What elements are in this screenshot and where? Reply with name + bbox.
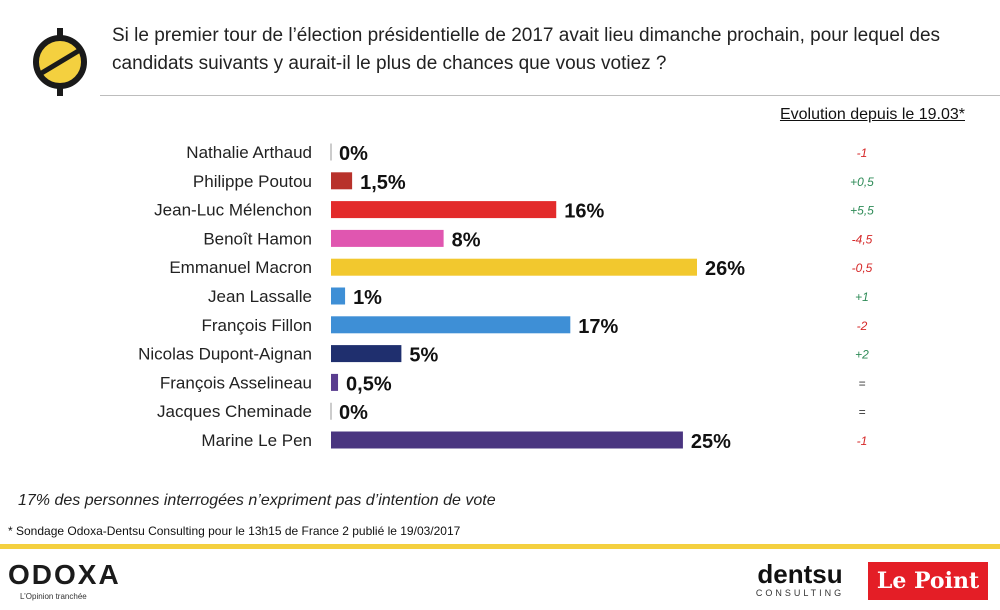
evolution-value: -1	[857, 434, 868, 448]
value-label: 0%	[339, 402, 368, 424]
bar	[331, 316, 571, 334]
bar	[331, 345, 402, 363]
evolution-value: -4,5	[852, 232, 873, 246]
bar	[331, 258, 697, 276]
value-label: 25%	[691, 431, 731, 453]
evolution-value: +5,5	[850, 204, 874, 218]
evolution-value: -0,5	[852, 261, 873, 275]
odoxa-wordmark: ODOXA	[8, 559, 121, 590]
value-label: 8%	[452, 229, 481, 251]
lepoint-logo: Le Point	[868, 562, 988, 600]
odoxa-logo: ODOXA L’Opinion tranchée	[8, 560, 128, 608]
category-label: Nathalie Arthaud	[186, 143, 312, 162]
category-label: Nicolas Dupont-Aignan	[138, 345, 312, 364]
dentsu-wordmark: dentsu	[757, 559, 843, 589]
value-label: 1,5%	[360, 172, 406, 194]
category-label: Benoît Hamon	[203, 229, 312, 248]
footer-divider	[0, 544, 1000, 549]
evolution-value: +0,5	[850, 175, 874, 189]
odoxa-logo-icon	[33, 28, 87, 96]
evolution-value: =	[858, 405, 865, 419]
dentsu-logo: dentsu CONSULTING	[745, 560, 855, 606]
value-label: 0%	[339, 143, 368, 165]
value-label: 5%	[409, 345, 438, 367]
dentsu-subtitle: CONSULTING	[755, 588, 845, 598]
value-label: 17%	[578, 316, 618, 338]
bar	[331, 287, 346, 305]
no-intention-note: 17% des personnes interrogées n’exprimen…	[18, 492, 496, 509]
evolution-value: +1	[855, 290, 869, 304]
evolution-value: -2	[857, 319, 868, 333]
header-divider	[100, 95, 1000, 96]
category-label: François Asselineau	[160, 373, 312, 392]
category-label: Jean-Luc Mélenchon	[154, 201, 312, 220]
category-label: Emmanuel Macron	[169, 258, 312, 277]
evolution-header: Evolution depuis le 19.03*	[779, 106, 965, 123]
question-text: Si le premier tour de l’élection préside…	[112, 25, 941, 74]
bar	[331, 229, 444, 247]
value-label: 16%	[564, 201, 604, 223]
category-label: Marine Le Pen	[201, 431, 312, 450]
odoxa-tagline: L’Opinion tranchée	[20, 592, 87, 601]
category-label: Jacques Cheminade	[157, 402, 312, 421]
evolution-value: =	[858, 376, 865, 390]
bar	[331, 201, 557, 219]
evolution-value: +2	[855, 348, 869, 362]
source-note: * Sondage Odoxa-Dentsu Consulting pour l…	[8, 524, 461, 538]
category-label: Philippe Poutou	[193, 172, 312, 191]
category-label: François Fillon	[201, 316, 312, 335]
category-label: Jean Lassalle	[208, 287, 312, 306]
value-label: 1%	[353, 287, 382, 309]
bar	[331, 431, 683, 449]
value-label: 26%	[705, 258, 745, 280]
value-label: 0,5%	[346, 373, 392, 395]
bar	[331, 373, 339, 391]
evolution-value: -1	[857, 146, 868, 160]
bar-chart: Nathalie Arthaud 0% -1 Philippe Poutou 1,5% +…	[138, 143, 874, 453]
bar	[331, 172, 353, 190]
